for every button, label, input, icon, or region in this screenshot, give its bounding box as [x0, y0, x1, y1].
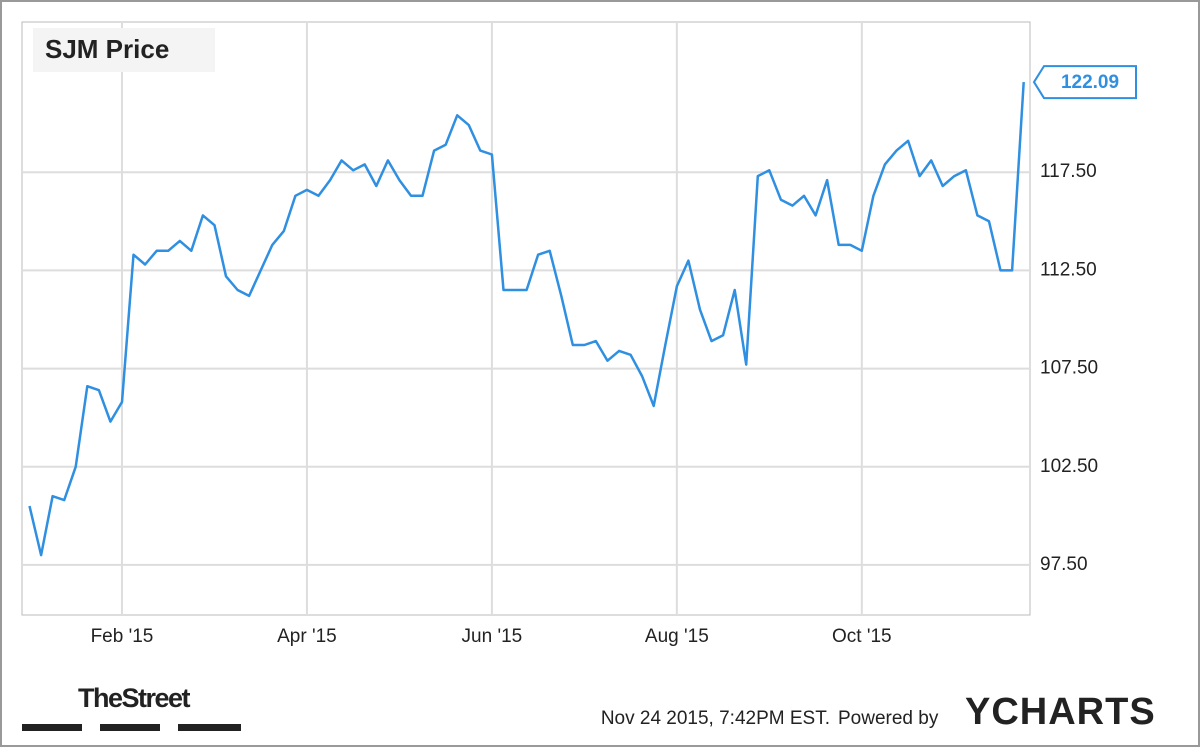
y-tick-label: 107.50: [1040, 358, 1098, 379]
price-line: [28, 82, 1025, 557]
y-tick-label: 97.50: [1040, 554, 1088, 575]
chart-title: SJM Price: [45, 34, 169, 64]
x-tick-label: Jun '15: [462, 626, 523, 647]
x-tick-label: Oct '15: [832, 626, 892, 647]
plot-area: [21, 21, 1031, 616]
last-value-label: 122.09: [1032, 65, 1137, 100]
y-tick-label: 117.50: [1040, 161, 1097, 182]
logo-bar: [100, 724, 160, 731]
lines: [28, 82, 1025, 557]
publisher: TheStreet: [78, 683, 191, 713]
powered-by: Powered by: [838, 708, 939, 729]
brand: YCHARTS: [965, 691, 1156, 733]
x-tick-label: Apr '15: [277, 626, 337, 647]
timestamp: Nov 24 2015, 7:42PM EST.: [601, 708, 830, 729]
y-tick-label: 102.50: [1040, 456, 1098, 477]
last-value: 122.09: [1061, 72, 1119, 93]
publisher-logo: TheStreet: [22, 683, 241, 731]
y-tick-label: 112.50: [1040, 259, 1097, 280]
grid: [22, 22, 1030, 615]
x-tick-label: Feb '15: [91, 626, 154, 647]
title-box: [33, 28, 215, 72]
logo-bar: [178, 724, 241, 731]
x-tick-label: Aug '15: [645, 626, 709, 647]
label-box: [1032, 65, 1137, 100]
logo-bar: [22, 724, 82, 731]
